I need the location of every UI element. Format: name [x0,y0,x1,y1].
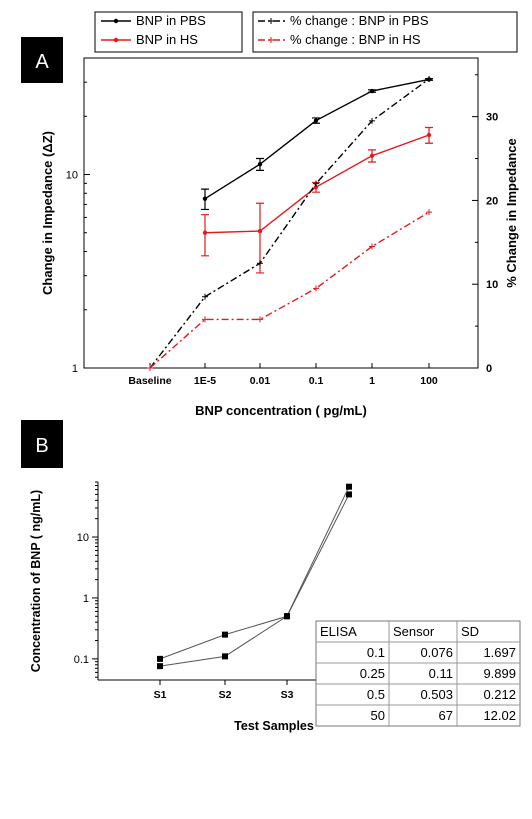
table-cell: 50 [371,708,385,723]
error-bar [201,188,209,211]
x-tick-label: 1E-5 [194,375,216,387]
y-right-tick-label: 0 [486,363,492,375]
table-cell: 0.212 [483,687,516,702]
y-right-tick-label: 10 [486,279,498,291]
table-cell: 67 [439,708,453,723]
series-line [149,78,430,369]
data-point [202,293,208,300]
x-axis-title-a: BNP concentration ( pg/mL) [195,403,367,418]
table-cell: 1.697 [483,645,516,660]
data-point [284,613,290,620]
panel-a-label-box [21,37,63,83]
legend-left-box [94,11,243,53]
x-tick-label: S2 [219,689,232,701]
legend-marker [113,37,119,43]
table-cell: 12.02 [483,708,516,723]
legend-left: BNP in PBS BNP in HS [94,11,243,53]
x-tick-label: 0.1 [309,375,324,387]
x-tick-label: S3 [281,689,294,701]
panel-b-label-box [21,420,63,468]
data-point [202,316,208,323]
error-bar [425,126,433,144]
data-point [346,483,352,490]
legend-entry: BNP in HS [136,32,198,47]
table-header: ELISA [320,624,357,639]
x-axis-title-b: Test Samples [234,719,314,733]
data-point [313,180,319,187]
error-bar [201,214,209,257]
data-point [157,655,163,662]
legend-marker [268,18,274,24]
legend-entry: % change : BNP in HS [290,32,421,47]
data-point [222,653,228,660]
data-table: ELISA Sensor SD 0.1 0.076 1.697 0.25 0.11 9.899 0… [315,620,521,727]
table-cell: 0.076 [420,645,453,660]
y-left-tick-label: 10 [66,169,78,181]
legend-right-box [252,11,518,53]
table-cell: 0.5 [367,687,385,702]
panel-b-label: B [35,435,48,457]
y-axis-title-b: Concentration of BNP ( ng/mL) [29,490,43,672]
x-tick-label: Baseline [128,375,171,387]
y-left-tick-label: 1 [72,363,78,375]
data-point [222,631,228,638]
chart-b: B0.1110S1S2S3S4Test SamplesConcentration… [21,420,521,733]
table-cell: 0.1 [367,645,385,660]
x-tick-label: 1 [369,375,375,387]
table-header: Sensor [393,624,435,639]
data-point [369,243,375,250]
y-tick-label: 10 [77,532,89,544]
series-line [159,486,350,667]
data-point [257,316,263,323]
error-bar [368,89,376,93]
y-right-tick-label: 30 [486,112,498,124]
table-cell: 9.899 [483,666,516,681]
x-tick-label: 0.01 [250,375,271,387]
y-axis-title-left: Change in Impedance (ΔZ) [40,131,55,295]
x-tick-label: S1 [154,689,167,701]
legend-right: % change : BNP in PBS % change : BNP in H… [252,11,518,53]
error-bar [368,149,376,163]
legend-entry: % change : BNP in PBS [290,13,429,28]
error-bar [256,157,264,171]
legend-entry: BNP in PBS [136,13,206,28]
table-frame [315,620,521,727]
legend-marker [268,37,274,43]
data-point [369,117,375,124]
data-point [257,260,263,267]
table-cell: 0.11 [429,666,453,681]
y-axis-title-right: % Change in Impedance [504,138,519,288]
y-tick-label: 1 [83,593,89,605]
y-right-tick-label: 20 [486,195,498,207]
data-point [426,75,432,82]
panel-a-label: A [35,51,49,73]
series-line [149,211,430,369]
error-bar [312,117,320,124]
legend-marker [113,18,119,24]
data-point [426,209,432,216]
table-cell: 0.25 [360,666,385,681]
data-point [147,365,153,371]
x-tick-label: 100 [420,375,438,387]
data-point [313,285,319,292]
data-point [157,663,163,670]
plot-frame-a [83,57,479,369]
table-header: SD [461,624,479,639]
series-line [159,494,350,660]
data-point [346,491,352,498]
table-cell: 0.503 [420,687,453,702]
y-tick-label: 0.1 [74,654,89,666]
